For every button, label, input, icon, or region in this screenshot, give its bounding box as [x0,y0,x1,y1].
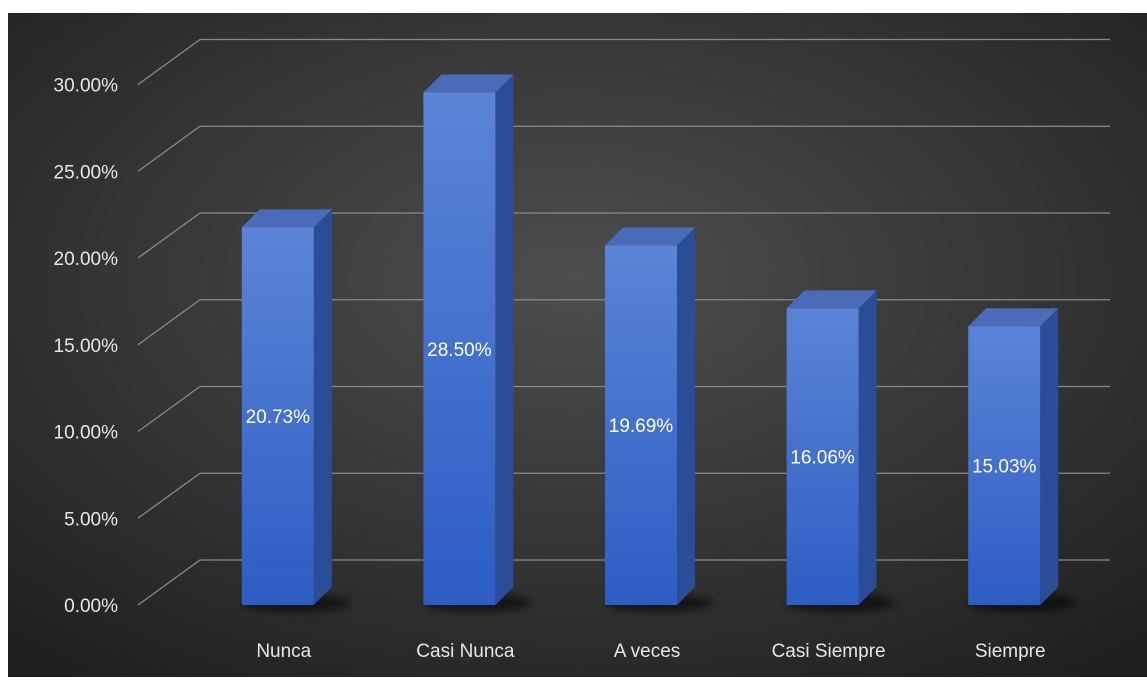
chart-container: 0.00% 5.00% 10.00% 15.00% 20.00% 25.00% 30.00%… [8,13,1147,677]
bar: 28.50% [423,74,532,612]
x-tick-label: Nunca [256,641,311,662]
bar: 19.69% [605,227,713,612]
y-axis-ticks: 0.00% 5.00% 10.00% 15.00% 20.00% 25.00% 30.00% [54,76,119,618]
bars: 20.73% 28.50% 19.69% 16.06% 15.03% [241,74,1077,612]
y-tick-label: 20.00% [54,249,119,270]
data-label: 15.03% [972,457,1037,478]
bar: 16.06% [786,290,895,612]
gridline [137,212,1110,259]
x-tick-label: A veces [614,641,681,662]
x-tick-label: Casi Siempre [772,641,886,662]
bar-chart: 0.00% 5.00% 10.00% 15.00% 20.00% 25.00% 30.00%… [8,13,1147,677]
y-tick-label: 25.00% [54,162,119,183]
x-axis-labels: Nunca Casi Nunca A veces Casi Siempre Siempr… [256,641,1045,662]
data-label: 19.69% [609,416,674,437]
gridline [137,38,1110,86]
chart-background [8,13,1147,677]
gridlines [137,38,1110,606]
data-label: 28.50% [427,340,492,361]
gridline [137,125,1110,172]
x-tick-label: Casi Nunca [416,641,515,662]
y-tick-label: 5.00% [64,509,118,530]
data-label: 20.73% [246,407,311,428]
y-tick-label: 15.00% [54,336,119,357]
bar: 15.03% [968,308,1077,612]
data-label: 16.06% [790,448,855,469]
y-tick-label: 30.00% [54,76,119,97]
y-tick-label: 0.00% [64,596,118,617]
y-tick-label: 10.00% [54,423,119,444]
bar: 20.73% [241,209,350,612]
x-tick-label: Siempre [975,641,1046,662]
